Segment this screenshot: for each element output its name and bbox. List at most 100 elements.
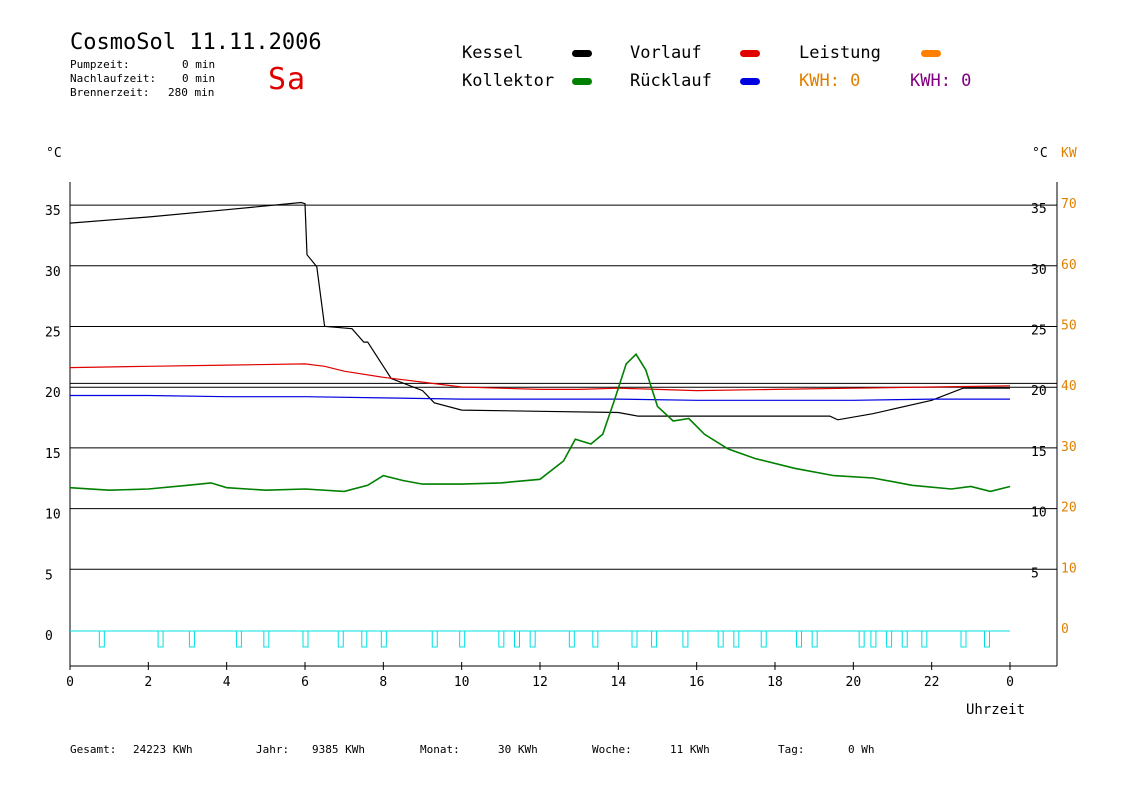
kw-tick-label: 30 (1061, 440, 1077, 455)
pump-pulse (631, 630, 638, 648)
x-tick-label: 22 (924, 675, 940, 690)
series-line-kessel (69, 201, 1010, 421)
y-tick-label-right: 30 (1031, 263, 1047, 278)
nachlaufzeit-value: 0 min (182, 72, 216, 85)
pump-pulse (302, 630, 309, 648)
y-axis-label-right: °C (1032, 146, 1048, 161)
y-tick-label-left: 35 (45, 204, 61, 219)
tag-label: Tag: (778, 743, 805, 756)
legend-kollektor-label: Kollektor (462, 71, 555, 91)
y-tick-label-right: 15 (1031, 445, 1047, 460)
chart-axes (69, 182, 1058, 667)
y-tick-label-right: 5 (1031, 566, 1039, 581)
x-tick-label: 0 (1006, 675, 1014, 690)
pump-pulse (157, 630, 164, 648)
woche-value: 11 KWh (670, 743, 710, 756)
x-tick-label: 14 (611, 675, 627, 690)
legend-kessel-label: Kessel (462, 43, 524, 63)
brennerzeit-value: 280 min (168, 86, 215, 99)
legend-kollektor-swatch (572, 78, 592, 85)
y-tick-label-left: 15 (45, 447, 61, 462)
gesamt-value: 24223 KWh (133, 743, 193, 756)
monat-value: 30 KWh (498, 743, 538, 756)
y-tick-label-right: 25 (1031, 324, 1047, 339)
pump-pulse (498, 630, 505, 648)
pump-pulse-series (70, 630, 1010, 648)
monat-label: Monat: (420, 743, 460, 756)
nachlaufzeit-label: Nachlaufzeit: (70, 72, 157, 85)
y-tick-label-right: 20 (1031, 384, 1047, 399)
pump-pulse (188, 630, 195, 648)
y-tick-label-left: 5 (45, 568, 53, 583)
legend-ruecklauf-swatch (740, 78, 760, 85)
woche-label: Woche: (592, 743, 632, 756)
series-line-kollektor (69, 352, 1011, 493)
pump-pulse (235, 630, 242, 648)
y-tick-label-left: 0 (45, 629, 53, 644)
jahr-value: 9385 KWh (312, 743, 365, 756)
pumpzeit-value: 0 min (182, 58, 216, 71)
series-line-ruecklauf (70, 394, 1010, 401)
pump-pulse (858, 630, 865, 648)
x-tick-label: 18 (767, 675, 783, 690)
y-tick-label-left: 25 (45, 326, 61, 341)
pump-pulse (682, 630, 689, 648)
kw-tick-label: 70 (1061, 197, 1077, 212)
kwh-orange-readout: KWH: 0 (799, 71, 861, 91)
kwh-purple-readout: KWH: 0 (910, 71, 972, 91)
page-title: CosmoSol 11.11.2006 (70, 30, 322, 55)
legend-vorlauf-swatch (740, 50, 760, 57)
y-axis-label-left: °C (46, 146, 62, 161)
x-tick-label: 2 (144, 675, 152, 690)
brennerzeit-label: Brennerzeit: (70, 86, 150, 99)
pump-pulse (380, 630, 387, 648)
kw-tick-label: 10 (1061, 561, 1077, 576)
pump-pulse (263, 630, 270, 648)
chart-series (69, 201, 1011, 493)
jahr-label: Jahr: (256, 743, 290, 756)
x-tick-label: 12 (532, 675, 548, 690)
pump-pulse (901, 630, 908, 648)
pump-pulse (361, 630, 368, 648)
pump-pulse (886, 630, 893, 648)
pump-pulse (811, 630, 818, 648)
tag-value: 0 Wh (848, 743, 875, 756)
pump-pulse (337, 630, 344, 648)
y-tick-label-left: 30 (45, 265, 61, 280)
pump-pulse (568, 630, 575, 648)
legend-kessel-swatch (572, 50, 592, 57)
x-tick-label: 8 (379, 675, 387, 690)
gesamt-label: Gesamt: (70, 743, 117, 756)
pump-pulse (431, 630, 438, 648)
x-axis-label: Uhrzeit (966, 702, 1025, 718)
pump-pulse (514, 630, 520, 648)
x-tick-label: 6 (301, 675, 309, 690)
pump-pulse (960, 630, 967, 648)
legend-vorlauf-label: Vorlauf (630, 43, 702, 63)
pump-pulse (921, 630, 928, 648)
pump-pulse (870, 630, 877, 648)
pump-pulse (760, 630, 767, 648)
x-tick-label: 10 (454, 675, 470, 690)
pump-pulse (984, 630, 990, 648)
y-axis-label-kw: KW (1061, 146, 1077, 161)
legend-ruecklauf-label: Rücklauf (630, 71, 712, 91)
chart-grid (70, 204, 1057, 570)
pump-pulse (529, 630, 536, 648)
pump-pulse (796, 630, 802, 648)
pump-pulse (459, 630, 466, 648)
y-tick-label-left: 20 (45, 386, 61, 401)
x-tick-label: 0 (66, 675, 74, 690)
pump-pulse (592, 630, 599, 648)
x-tick-label: 4 (223, 675, 231, 690)
weekday-label: Sa (268, 62, 307, 97)
y-tick-label-right: 35 (1031, 202, 1047, 217)
kw-tick-label: 40 (1061, 379, 1077, 394)
pump-pulse (651, 630, 658, 648)
series-line-vorlauf (69, 363, 1011, 392)
pumpzeit-label: Pumpzeit: (70, 58, 130, 71)
kw-tick-label: 0 (1061, 622, 1069, 637)
pump-pulse (733, 630, 740, 648)
kw-tick-label: 20 (1061, 501, 1077, 516)
